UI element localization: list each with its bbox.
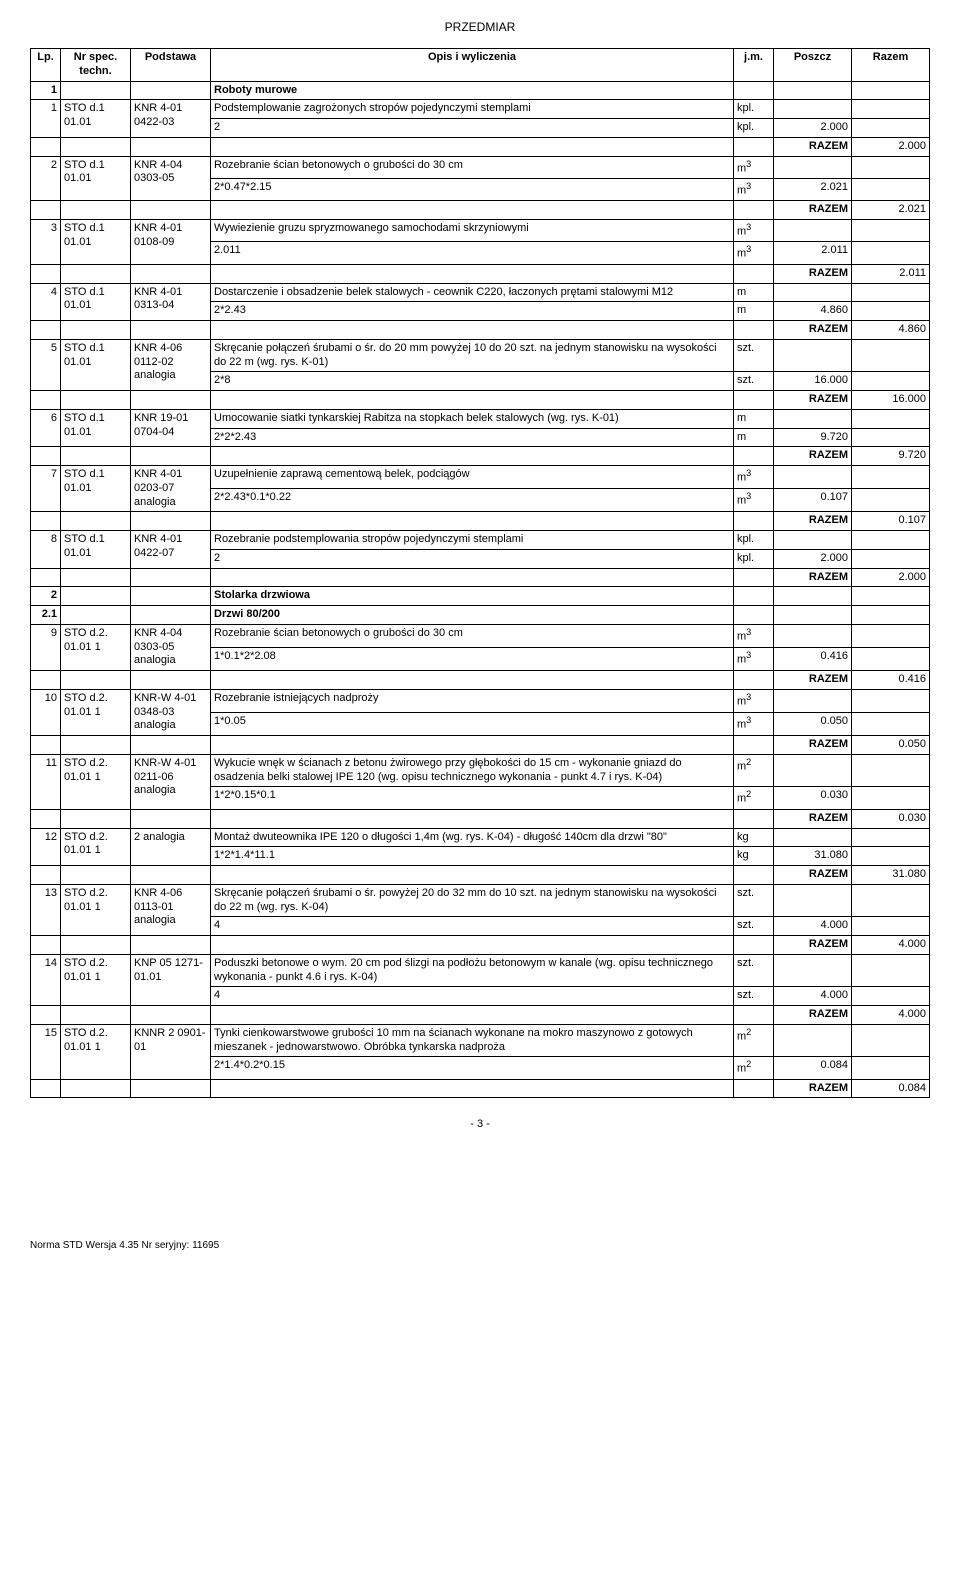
razem-row: RAZEM16.000: [31, 391, 930, 410]
razem-row: RAZEM2.011: [31, 264, 930, 283]
col-opis: Opis i wyliczenia: [211, 49, 734, 82]
col-podstawa: Podstawa: [131, 49, 211, 82]
page-number: - 3 -: [30, 1118, 930, 1130]
razem-row: RAZEM0.030: [31, 809, 930, 828]
razem-row: RAZEM2.000: [31, 137, 930, 156]
footer-text: Norma STD Wersja 4.35 Nr seryjny: 11695: [30, 1240, 930, 1251]
section-row: 2Stolarka drzwiowa: [31, 587, 930, 606]
item-row: 13STO d.2. 01.01 1KNR 4-06 0113-01 analo…: [31, 884, 930, 917]
item-row: 10STO d.2. 01.01 1KNR-W 4-01 0348-03 ana…: [31, 689, 930, 712]
razem-row: RAZEM31.080: [31, 866, 930, 885]
item-row: 5STO d.1 01.01KNR 4-06 0112-02 analogiaS…: [31, 339, 930, 372]
item-row: 6STO d.1 01.01KNR 19-01 0704-04Umocowani…: [31, 409, 930, 428]
razem-row: RAZEM0.107: [31, 512, 930, 531]
item-row: 1STO d.1 01.01KNR 4-01 0422-03Podstemplo…: [31, 100, 930, 119]
item-row: 14STO d.2. 01.01 1KNP 05 1271-01.01Podus…: [31, 954, 930, 987]
przedmiar-table: Lp. Nr spec. techn. Podstawa Opis i wyli…: [30, 48, 930, 1098]
razem-row: RAZEM0.084: [31, 1079, 930, 1098]
col-jm: j.m.: [734, 49, 774, 82]
col-lp: Lp.: [31, 49, 61, 82]
razem-row: RAZEM9.720: [31, 447, 930, 466]
razem-row: RAZEM4.860: [31, 321, 930, 340]
item-row: 11STO d.2. 01.01 1KNR-W 4-01 0211-06 ana…: [31, 754, 930, 787]
item-row: 15STO d.2. 01.01 1KNNR 2 0901-01Tynki ci…: [31, 1024, 930, 1057]
doc-title: PRZEDMIAR: [30, 20, 930, 34]
table-header-row: Lp. Nr spec. techn. Podstawa Opis i wyli…: [31, 49, 930, 82]
razem-row: RAZEM0.416: [31, 671, 930, 690]
item-row: 4STO d.1 01.01KNR 4-01 0313-04Dostarczen…: [31, 283, 930, 302]
razem-row: RAZEM4.000: [31, 1006, 930, 1025]
col-nr: Nr spec. techn.: [61, 49, 131, 82]
razem-row: RAZEM4.000: [31, 936, 930, 955]
item-row: 2STO d.1 01.01KNR 4-04 0303-05Rozebranie…: [31, 156, 930, 178]
razem-row: RAZEM0.050: [31, 736, 930, 755]
section-row: 1Roboty murowe: [31, 81, 930, 100]
col-poszcz: Poszcz: [774, 49, 852, 82]
item-row: 8STO d.1 01.01KNR 4-01 0422-07Rozebranie…: [31, 531, 930, 550]
item-row: 9STO d.2. 01.01 1KNR 4-04 0303-05 analog…: [31, 624, 930, 647]
razem-row: RAZEM2.021: [31, 201, 930, 220]
item-row: 3STO d.1 01.01KNR 4-01 0108-09Wywiezieni…: [31, 220, 930, 242]
razem-row: RAZEM2.000: [31, 568, 930, 587]
item-row: 7STO d.1 01.01KNR 4-01 0203-07 analogiaU…: [31, 466, 930, 489]
col-razem: Razem: [852, 49, 930, 82]
section-row: 2.1Drzwi 80/200: [31, 606, 930, 625]
item-row: 12STO d.2. 01.01 12 analogiaMontaż dwute…: [31, 828, 930, 847]
